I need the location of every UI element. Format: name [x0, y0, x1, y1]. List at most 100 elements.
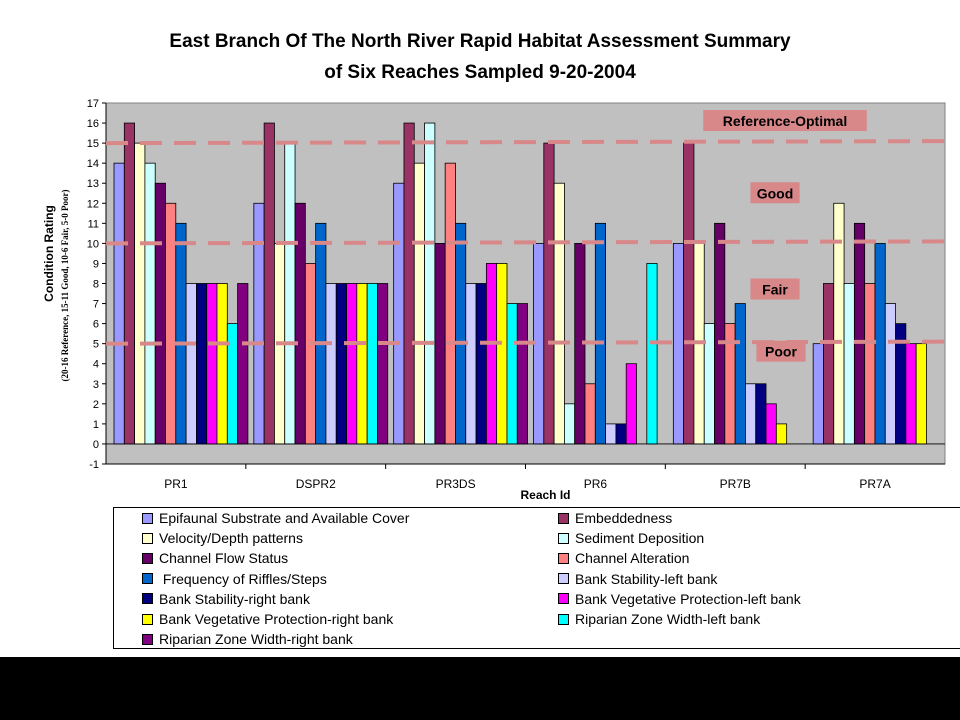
reference-line: [105, 139, 946, 146]
legend-label: Bank Stability-left bank: [575, 570, 718, 587]
legend-item: Sediment Deposition: [558, 530, 704, 546]
x-tick-label: PR7B: [720, 477, 751, 491]
bar: [113, 162, 125, 445]
bar: [444, 162, 456, 445]
y-tick-label: 4: [93, 359, 99, 371]
bar: [165, 202, 177, 445]
bar: [812, 343, 824, 445]
bar: [134, 142, 146, 445]
bar: [465, 283, 477, 445]
bar: [734, 303, 746, 445]
reference-line: [105, 239, 946, 246]
y-tick-label: 5: [93, 339, 99, 351]
bar: [237, 283, 249, 445]
legend-swatch: [142, 573, 153, 585]
bar: [605, 423, 617, 445]
bar: [403, 122, 415, 445]
legend-swatch: [558, 512, 569, 524]
bar: [584, 383, 596, 445]
legend-item: Epifaunal Substrate and Available Cover: [142, 510, 409, 526]
bar: [216, 283, 228, 445]
legend-item: Embeddedness: [558, 510, 672, 526]
zone-label-box: [750, 278, 800, 300]
legend-item: Riparian Zone Width-right bank: [142, 631, 353, 647]
bar: [553, 182, 565, 445]
legend-swatch: [558, 593, 569, 605]
legend-swatch: [558, 573, 569, 585]
legend-item: Bank Stability-left bank: [558, 571, 717, 587]
x-tick-label: PR1: [164, 477, 188, 491]
bar: [294, 202, 306, 445]
legend-item: Channel Alteration: [558, 550, 689, 566]
bar: [346, 283, 358, 445]
y-tick-label: 8: [93, 279, 99, 291]
chart-legend: Epifaunal Substrate and Available Cover E…: [113, 507, 960, 649]
bar: [413, 162, 425, 445]
x-axis-title: Reach Id: [520, 488, 570, 502]
y-tick-label: 0: [93, 439, 99, 451]
legend-swatch: [142, 532, 153, 544]
y-tick-label: 9: [93, 258, 99, 270]
legend-label: Frequency of Riffles/Steps: [159, 570, 327, 587]
y-tick-label: 7: [93, 299, 99, 311]
y-tick-label: 11: [88, 218, 99, 230]
bottom-black-band: [0, 657, 960, 720]
y-tick-label: 15: [87, 138, 99, 150]
legend-swatch: [558, 613, 569, 625]
bar: [683, 142, 695, 445]
x-tick-label: PR6: [584, 477, 608, 491]
bar: [714, 222, 726, 445]
bar: [263, 122, 275, 445]
y-tick-label: 17: [87, 98, 99, 110]
y-tick-label: 16: [87, 118, 99, 130]
zone-label: Reference-Optimal: [723, 113, 847, 129]
bar: [325, 283, 337, 445]
bar: [543, 142, 555, 445]
bar: [284, 142, 296, 445]
y-tick-label: 14: [87, 158, 99, 170]
bar: [884, 303, 896, 445]
zone-label-box: [703, 110, 867, 132]
bar: [672, 242, 685, 445]
bar: [253, 202, 265, 445]
legend-item: Riparian Zone Width-left bank: [558, 611, 760, 627]
legend-label: Embeddedness: [575, 510, 673, 526]
y-tick-label: -1: [89, 459, 99, 471]
bar: [434, 242, 446, 445]
legend-item: Bank Stability-right bank: [142, 591, 310, 607]
bar: [564, 403, 576, 445]
bar: [765, 403, 777, 445]
legend-label: Epifaunal Substrate and Available Cover: [159, 510, 410, 526]
bar: [755, 383, 767, 445]
bar: [304, 263, 317, 445]
chart-title-line1: East Branch Of The North River Rapid Hab…: [169, 31, 791, 52]
legend-item: Bank Vegetative Protection-right bank: [142, 611, 393, 627]
bar: [775, 423, 788, 445]
bar: [874, 242, 886, 445]
y-axis-title: Condition Rating: [42, 205, 56, 302]
bar: [915, 343, 927, 445]
bar: [625, 363, 637, 445]
legend-label: Sediment Deposition: [575, 530, 705, 547]
bar: [195, 283, 208, 445]
legend-item: Frequency of Riffles/Steps: [142, 571, 327, 587]
bar: [594, 222, 606, 445]
y-tick-label: 1: [93, 419, 99, 431]
x-tick-label: PR7A: [859, 477, 890, 491]
bar: [615, 423, 627, 445]
y-tick-label: 12: [87, 198, 99, 210]
legend-swatch: [142, 633, 153, 645]
bar: [424, 122, 436, 445]
bar: [154, 182, 166, 445]
y-tick-label: 2: [93, 399, 99, 411]
bar: [833, 202, 845, 445]
bar: [823, 283, 835, 445]
bar: [646, 263, 658, 445]
bar: [315, 222, 327, 445]
legend-label: Velocity/Depth patterns: [159, 530, 303, 547]
legend-label: Riparian Zone Width-right bank: [159, 631, 353, 648]
bar: [745, 383, 757, 445]
bar: [905, 343, 917, 445]
bar: [393, 182, 405, 445]
legend-label: Channel Alteration: [575, 550, 690, 567]
